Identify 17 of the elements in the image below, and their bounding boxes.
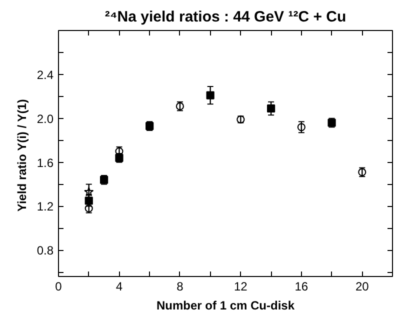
x-tick-label: 12	[234, 280, 248, 294]
y-tick-label: 2.4	[36, 68, 54, 82]
x-tick-label: 20	[355, 280, 370, 294]
y-axis-title: Yield ratio Y(i) / Y(1)	[14, 99, 29, 212]
y-tick-label: 0.8	[36, 244, 54, 258]
chart-title: ²⁴Na yield ratios : 44 GeV ¹²C + Cu	[104, 8, 346, 26]
x-axis-title: Number of 1 cm Cu-disk	[156, 298, 295, 312]
x-tick-label: 4	[116, 280, 123, 294]
x-tick-label: 16	[294, 280, 308, 294]
point	[206, 91, 214, 100]
x-tick-label: 0	[55, 280, 62, 294]
text: 2.0	[36, 112, 54, 126]
y-tick-label: 1.2	[36, 200, 54, 214]
point	[266, 104, 276, 113]
point	[297, 123, 306, 132]
x-tick-label: 8	[176, 280, 184, 294]
y-tick-label: 1.6	[36, 156, 54, 170]
